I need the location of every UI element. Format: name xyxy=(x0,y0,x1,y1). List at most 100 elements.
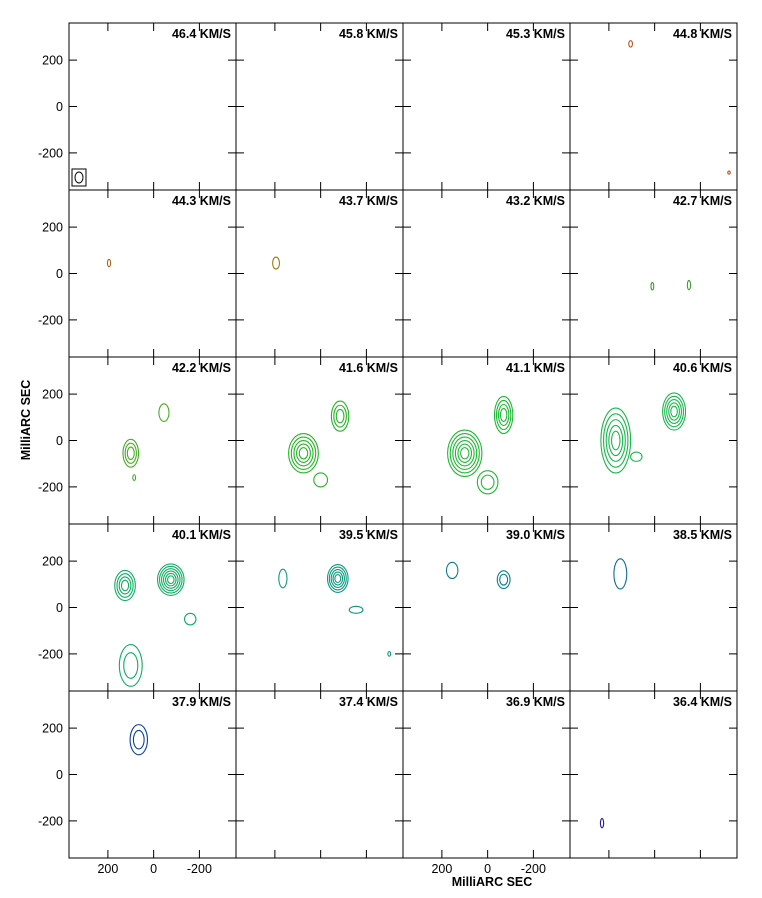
contour-level xyxy=(454,440,475,467)
channel-panel: 44.3 KM/S 200 0 -200 xyxy=(38,189,237,358)
channel-panel: 36.9 KM/S 200 0 -200 xyxy=(402,690,571,876)
y-tick-label: 200 xyxy=(42,54,63,68)
velocity-label: 41.6 KM/S xyxy=(339,361,398,375)
contour-group xyxy=(288,400,350,488)
contour-level xyxy=(298,447,309,460)
velocity-label: 43.7 KM/S xyxy=(339,194,398,208)
contour-level xyxy=(335,408,345,424)
x-axis-title: MilliARC SEC xyxy=(452,875,533,889)
contour-level xyxy=(496,570,511,590)
contour-level xyxy=(727,170,731,175)
contour-level xyxy=(457,443,473,463)
contour-level xyxy=(670,405,678,418)
contour-level xyxy=(126,446,135,460)
contour-level xyxy=(664,395,685,428)
y-tick-label: -200 xyxy=(38,313,63,327)
y-tick-label: 0 xyxy=(56,267,63,281)
panel-frame xyxy=(235,523,404,692)
channel-panel: 40.1 KM/S 200 0 -200 xyxy=(38,523,237,692)
beam-indicator xyxy=(71,168,87,187)
contour-level xyxy=(445,561,459,580)
y-tick-label: -200 xyxy=(38,480,63,494)
x-tick-label: -200 xyxy=(521,862,546,876)
channel-panel: 41.6 KM/S xyxy=(235,356,404,525)
contour-level xyxy=(296,443,311,463)
contour-level xyxy=(326,564,349,593)
contour-level xyxy=(288,432,319,474)
channel-panel: 43.2 KM/S xyxy=(402,189,571,358)
velocity-label: 37.4 KM/S xyxy=(339,695,398,709)
contour-level xyxy=(163,570,179,589)
contour-level xyxy=(118,644,143,687)
contour-group xyxy=(628,40,731,175)
panel-frame xyxy=(68,189,237,358)
contour-level xyxy=(387,651,392,657)
channel-panel: 37.4 KM/S xyxy=(235,690,404,859)
contour-level xyxy=(330,400,350,432)
channel-panel: 42.7 KM/S xyxy=(569,189,738,358)
contour-level xyxy=(348,605,364,614)
panel-frame xyxy=(235,189,404,358)
velocity-label: 39.5 KM/S xyxy=(339,528,398,542)
panel-frame xyxy=(569,22,738,191)
x-tick-label: -200 xyxy=(187,862,212,876)
y-tick-label: 200 xyxy=(42,555,63,569)
velocity-label: 45.8 KM/S xyxy=(339,27,398,41)
y-tick-label: -200 xyxy=(38,146,63,160)
contour-group xyxy=(599,818,605,829)
channel-panel: 40.6 KM/S xyxy=(569,356,738,525)
contour-level xyxy=(600,407,632,474)
channel-panels: 46.4 KM/S 200 0 -200 45.8 KM/S 45.3 KM/S 44.8 … xyxy=(38,22,738,876)
contour-level xyxy=(167,575,175,585)
velocity-label: 45.3 KM/S xyxy=(506,27,565,41)
y-tick-label: 0 xyxy=(56,434,63,448)
velocity-label: 42.7 KM/S xyxy=(673,194,732,208)
contour-level xyxy=(116,573,134,598)
contour-level xyxy=(290,436,317,471)
velocity-label: 40.6 KM/S xyxy=(673,361,732,375)
contour-level xyxy=(293,440,314,467)
contour-group xyxy=(445,561,511,590)
velocity-label: 46.4 KM/S xyxy=(172,27,231,41)
velocity-label: 39.0 KM/S xyxy=(506,528,565,542)
x-tick-label: 0 xyxy=(484,862,491,876)
contour-group xyxy=(447,395,514,495)
contour-level xyxy=(452,436,478,470)
y-tick-label: 0 xyxy=(56,100,63,114)
contour-level xyxy=(460,447,470,460)
contour-level xyxy=(132,474,137,481)
contour-level xyxy=(161,568,181,592)
x-tick-label: 0 xyxy=(150,862,157,876)
velocity-label: 36.9 KM/S xyxy=(506,695,565,709)
contour-level xyxy=(124,442,137,464)
contour-level xyxy=(129,724,149,756)
contour-group xyxy=(600,392,687,474)
contour-level xyxy=(605,419,626,462)
panel-frame xyxy=(235,356,404,525)
panel-frame xyxy=(68,356,237,525)
panel-frame xyxy=(235,690,404,859)
contour-level xyxy=(613,558,628,590)
contour-level xyxy=(668,402,680,421)
contour-level xyxy=(599,818,605,829)
contour-level xyxy=(106,258,112,268)
channel-panel: 46.4 KM/S 200 0 -200 xyxy=(38,22,237,191)
contour-group xyxy=(114,563,197,687)
contour-level xyxy=(278,568,288,589)
contour-group xyxy=(272,256,281,270)
contour-group xyxy=(129,724,149,756)
contour-level xyxy=(120,579,130,592)
panel-frame xyxy=(569,189,738,358)
contour-level xyxy=(118,576,132,595)
contour-level xyxy=(158,403,170,423)
contour-level xyxy=(497,403,510,427)
y-axis-title: MilliARC SEC xyxy=(19,380,33,461)
contour-level xyxy=(476,470,499,495)
contour-group xyxy=(278,564,392,657)
channel-panel: 43.7 KM/S xyxy=(235,189,404,358)
panel-frame xyxy=(569,523,738,692)
contour-level xyxy=(602,413,629,468)
y-tick-label: 200 xyxy=(42,221,63,235)
contour-level xyxy=(449,433,480,474)
velocity-label: 44.8 KM/S xyxy=(673,27,732,41)
